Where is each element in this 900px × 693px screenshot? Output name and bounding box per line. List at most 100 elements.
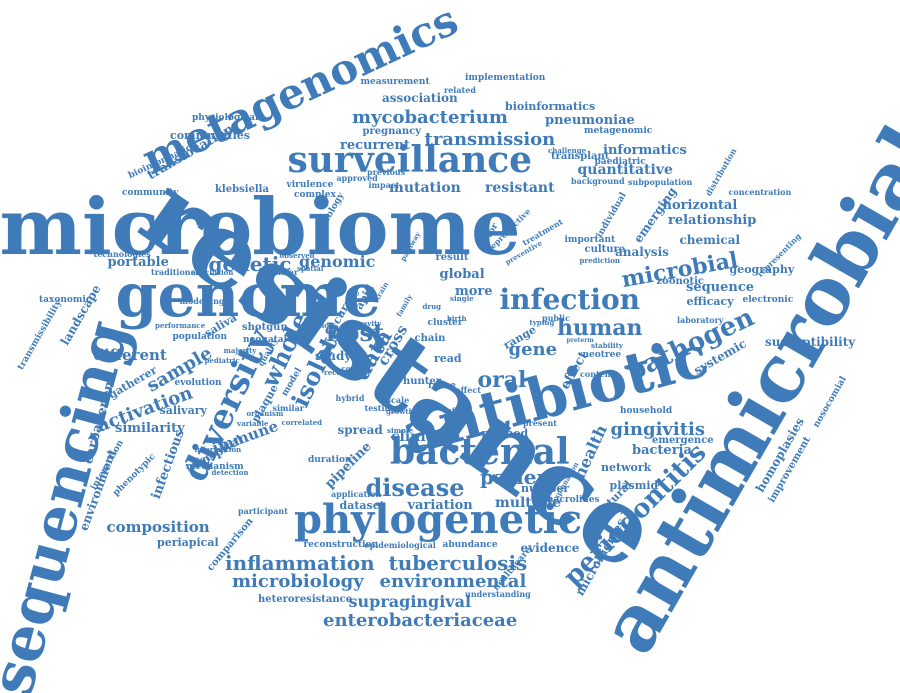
word-tuberculosis: tuberculosis — [388, 551, 528, 575]
word-geography: geography — [729, 262, 795, 276]
word-shotgun: shotgun — [242, 322, 288, 333]
word-emergence: emergence — [652, 435, 714, 446]
word-related: related — [444, 85, 476, 95]
word-neotree: neotree — [582, 349, 622, 360]
word-genomic: genomic — [299, 252, 376, 271]
word-context: context — [341, 363, 371, 373]
word-growth: growth — [386, 406, 414, 416]
word-present: present — [523, 418, 558, 428]
word-observed: observed — [279, 250, 315, 260]
word-dataset: dataset — [339, 498, 385, 512]
word-majority: majority — [223, 345, 257, 355]
word-zoonotic: zoonotic — [656, 276, 704, 287]
word-conclusion: conclusion — [191, 267, 234, 277]
word-environmental: environmental — [379, 571, 527, 592]
word-electronic: electronic — [742, 294, 794, 305]
word-treatment: treatment — [520, 216, 564, 248]
word-spread: spread — [337, 423, 383, 437]
word-sequencing: sequencing — [0, 313, 144, 693]
word-preterm: preterm — [566, 337, 594, 344]
word-concentration: concentration — [728, 187, 792, 197]
word-correlated: correlated — [281, 417, 323, 427]
word-version: version — [305, 320, 335, 330]
word-spatial: spatial — [297, 263, 324, 273]
word-abundance: abundance — [442, 539, 498, 550]
word-technologies: technologies — [93, 249, 151, 259]
word-horizontal: horizontal — [662, 197, 738, 213]
word-public: public — [542, 313, 570, 323]
word-study: study — [315, 349, 352, 363]
word-heteroresistance: heteroresistance — [258, 594, 353, 605]
word-reconstruction: reconstruction — [303, 539, 379, 550]
word-chemical: chemical — [679, 233, 741, 247]
word-similar: similar — [272, 403, 304, 413]
word-pediatric: pediatric — [204, 355, 240, 365]
word-result: result — [435, 252, 469, 263]
word-challenge: challenge — [548, 145, 587, 155]
word-inflammation: inflammation — [225, 551, 375, 575]
word-infants: infants — [444, 405, 472, 415]
word-application: application — [331, 489, 382, 499]
word-cavity: cavity — [358, 318, 382, 328]
word-information: information — [194, 444, 242, 454]
word-hunter: hunter — [403, 376, 442, 387]
word-enterobacteriaceae: enterobacteriaceae — [323, 610, 518, 631]
word-birth: birth — [447, 313, 467, 323]
word-content: content — [580, 369, 615, 379]
word-bacterial: bacterial — [390, 431, 570, 473]
word-portable: portable — [107, 254, 169, 270]
word-laboratory: laboratory — [677, 315, 724, 325]
word-community: community — [122, 187, 179, 198]
word-implementation: implementation — [465, 72, 546, 83]
word-gene: gene — [508, 339, 558, 360]
word-single: single — [450, 293, 474, 303]
word-previous: previous — [367, 167, 406, 177]
word-detection: detection — [211, 467, 249, 477]
word-participant: participant — [238, 506, 288, 516]
word-surveillance: surveillance — [287, 139, 533, 181]
word-genome: genome — [115, 261, 381, 331]
word-taxonomic: taxonomic — [39, 294, 92, 305]
word-mycobacterium: mycobacterium — [352, 107, 508, 128]
word-transplant: transplant — [551, 151, 610, 162]
word-klebsiella: klebsiella — [215, 184, 269, 195]
word-modelling: modelling — [179, 296, 225, 306]
word-phylogenetic: phylogenetic — [294, 496, 583, 543]
word-microbiology: microbiology — [232, 571, 364, 592]
word-subpopulation: subpopulation — [628, 177, 693, 187]
word-different: different — [93, 345, 167, 364]
word-mechanism: mechanism — [186, 461, 244, 472]
word-transmission: transmission — [424, 129, 556, 150]
word-supragingival: supragingival — [348, 592, 472, 611]
word-host: host — [326, 318, 385, 347]
word-background: background — [571, 176, 625, 186]
word-physiological: physiological — [192, 112, 259, 123]
word-informatics: informatics — [603, 142, 687, 158]
word-approved: approved — [336, 173, 378, 183]
word-evidence: evidence — [520, 541, 580, 555]
word-read: read — [434, 351, 462, 365]
word-communities: communities — [170, 128, 250, 142]
word-recurrent: recurrent — [340, 137, 410, 153]
word-pregnancy: pregnancy — [362, 126, 422, 137]
word-patient: patient — [480, 465, 561, 489]
word-mutation: mutation — [389, 180, 461, 196]
word-salivary: salivary — [159, 403, 207, 417]
word-culture: culture — [584, 244, 626, 255]
word-bioinformatics: bioinformatics — [505, 99, 596, 113]
word-transfer: transfer — [262, 267, 299, 277]
word-relationship: relationship — [668, 212, 757, 228]
word-record: record — [324, 367, 350, 377]
word-understanding: understanding — [465, 589, 531, 599]
word-pneumoniae: pneumoniae — [545, 112, 635, 128]
word-scale: scale — [386, 395, 410, 405]
word-cluster: cluster — [427, 317, 463, 328]
word-variation: variation — [407, 497, 473, 513]
word-traditional: traditional — [151, 267, 199, 277]
word-metagenomic: metagenomic — [584, 125, 653, 136]
word-typing: typing — [529, 317, 555, 327]
word-clinical: clinical — [391, 429, 449, 445]
word-efficacy: efficacy — [686, 294, 734, 308]
word-oral: oral — [477, 367, 527, 393]
